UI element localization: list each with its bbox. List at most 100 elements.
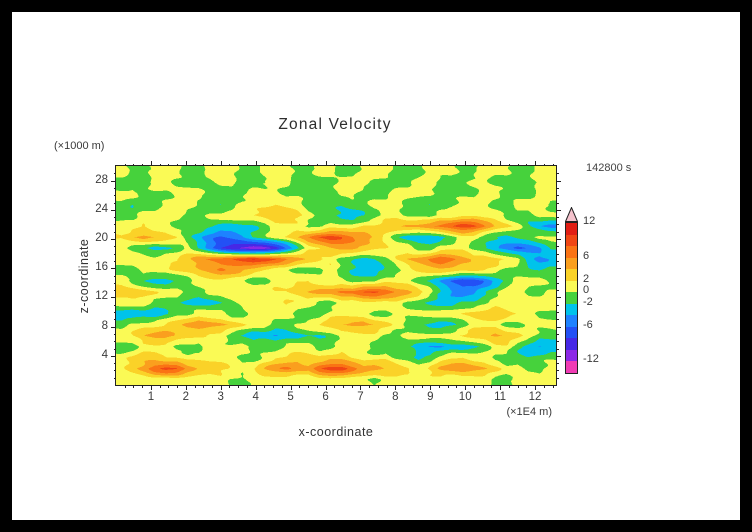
z-minor-tick-mark [113,312,116,313]
z-tick-mark [111,268,116,270]
x-minor-tick-mark [543,163,545,166]
x-tick-mark [430,161,432,166]
x-minor-tick-mark [526,163,528,166]
z-minor-tick-mark [556,341,559,343]
x-tick-label: 1 [147,391,155,403]
x-minor-tick-mark [439,163,441,166]
velocity-field-heatmap [116,166,556,385]
z-tick-label: 20 [95,232,108,244]
x-minor-tick-mark [543,385,545,388]
x-minor-tick-mark [491,163,493,166]
x-minor-tick-mark [447,385,449,388]
x-minor-tick-mark [308,385,310,388]
z-tick-label: 4 [101,348,108,361]
z-tick-mark [111,239,116,240]
x-minor-tick-mark [552,385,554,388]
x-tick-mark [325,161,327,166]
x-minor-tick-mark [482,163,484,166]
z-minor-tick-mark [556,363,559,365]
x-minor-tick-mark [159,163,161,166]
colorbar-label: 6 [583,249,590,262]
x-minor-tick-mark [404,163,406,166]
z-tick-mark [556,209,561,211]
x-minor-tick-mark [299,385,301,388]
z-minor-tick-mark [113,231,116,233]
x-tick-mark [220,385,222,390]
z-minor-tick-mark [113,341,116,343]
x-minor-tick-mark [168,385,170,388]
x-tick-mark [150,161,152,166]
x-minor-tick-mark [369,163,371,166]
x-minor-tick-mark [342,163,344,166]
x-tick-label: 5 [287,391,294,403]
colorbar-box [566,315,577,327]
z-minor-tick-mark [556,333,559,335]
x-minor-tick-mark [508,385,510,388]
x-tick-label: 7 [357,391,364,403]
x-tick-mark [535,385,537,390]
x-tick-label: 12 [528,391,542,403]
x-minor-tick-mark [491,385,493,388]
x-minor-tick-mark [133,163,135,166]
z-minor-tick-mark [113,253,116,255]
colorbar-label: -6 [583,318,593,331]
x-minor-tick-mark [124,385,126,388]
colorbar-boxes [565,222,578,374]
z-minor-tick-mark [556,195,559,197]
z-tick-mark [556,355,561,357]
x-minor-tick-mark [264,385,266,388]
colorbar-box [566,223,577,235]
z-minor-tick-mark [113,304,116,306]
z-tick-label: 24 [95,202,108,215]
x-minor-tick-mark [238,163,240,166]
z-tick-mark [556,180,561,182]
x-minor-tick-mark [168,163,170,166]
x-minor-tick-mark [316,385,318,388]
x-tick-mark [500,385,502,390]
x-tick-mark [255,161,257,166]
x-minor-tick-mark [203,163,205,166]
plot-page: Zonal Velocity (×1000 m) 142800 s z-coor… [12,12,740,520]
x-minor-tick-mark [281,163,283,166]
x-minor-tick-mark [377,385,379,388]
x-minor-tick-mark [194,385,196,388]
colorbar-box [566,326,577,338]
x-minor-tick-mark [142,163,144,166]
colorbar-box [566,361,577,373]
z-minor-tick-mark [113,290,116,292]
x-tick-mark [290,385,292,390]
z-minor-tick-mark [113,282,116,284]
x-minor-tick-mark [246,385,248,388]
x-minor-tick-mark [526,385,528,388]
x-minor-tick-mark [369,385,371,388]
x-tick-label: 10 [458,391,472,403]
x-minor-tick-mark [316,163,318,166]
x-minor-tick-mark [212,163,214,166]
colorbar-box [566,292,577,304]
x-tick-mark [360,385,362,390]
x-tick-mark [290,161,292,166]
x-tick-label: 6 [322,391,329,403]
z-minor-tick-mark [556,246,559,248]
colorbar-box [566,280,577,292]
z-minor-tick-mark [556,173,559,175]
z-minor-tick-mark [113,319,116,321]
z-minor-tick-mark [113,224,116,226]
z-tick-label: 28 [95,173,108,186]
x-minor-tick-mark [404,385,406,388]
z-minor-tick-mark [113,377,116,379]
x-minor-tick-mark [264,163,266,166]
z-tick-label: 16 [95,261,108,274]
colorbar-label: 0 [583,284,590,296]
z-minor-tick-mark [556,260,559,262]
z-minor-tick-mark [113,202,116,204]
colorbar-label: -2 [583,295,593,308]
z-tick-label: 8 [101,319,108,332]
z-tick-mark [556,268,561,270]
x-tick-mark [395,385,397,390]
z-axis-unit-label: (×1000 m) [54,140,105,152]
z-minor-tick-mark [556,224,559,226]
x-minor-tick-mark [229,163,231,166]
colorbar-box [566,246,577,258]
